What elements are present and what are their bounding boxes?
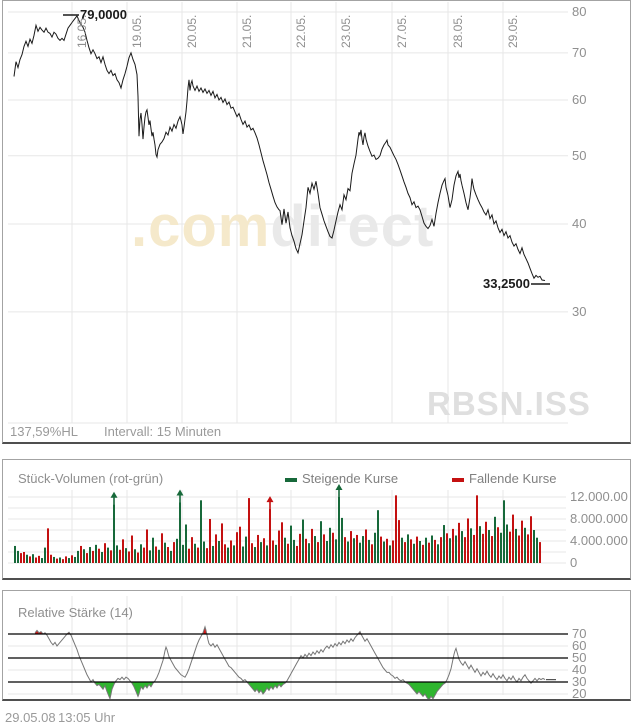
watermark-part1: .com	[131, 194, 271, 259]
comdirect-watermark: .comdirect	[131, 193, 434, 260]
rsi-line-svg	[8, 596, 568, 699]
rsi-chart-panel	[2, 590, 631, 701]
footer-date: 29.05.08	[5, 710, 56, 725]
price-chart-panel: .comdirect RBSN.ISS	[2, 0, 631, 444]
price-line-svg	[13, 14, 550, 285]
volume-bars-svg	[8, 484, 566, 564]
price-chart-grid	[8, 2, 568, 424]
volume-chart-panel	[2, 459, 631, 580]
watermark-part2: direct	[270, 194, 435, 259]
symbol-watermark: RBSN.ISS	[427, 385, 591, 422]
footer-time: 13:05 Uhr	[58, 710, 116, 725]
